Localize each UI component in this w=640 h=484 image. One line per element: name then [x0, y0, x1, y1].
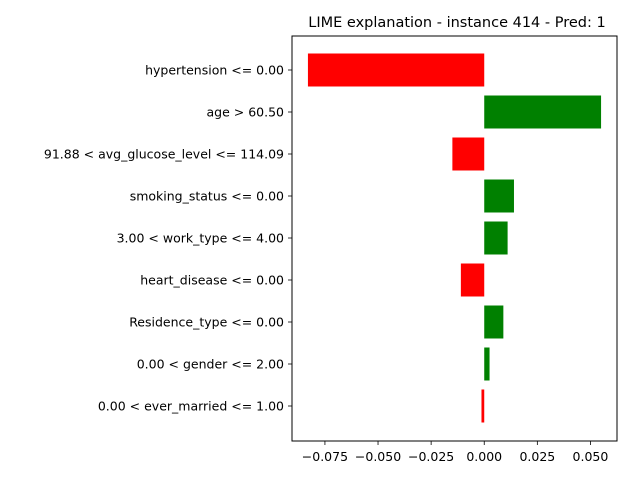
y-tick-label-7: 0.00 < gender <= 2.00: [137, 357, 284, 372]
x-tick-label-2: −0.025: [408, 449, 454, 464]
x-tick-label-3: 0.000: [466, 449, 502, 464]
bar-5: [460, 263, 485, 297]
x-tick-label-5: 0.050: [573, 449, 609, 464]
y-tick-label-3: smoking_status <= 0.00: [130, 189, 284, 204]
y-tick-label-8: 0.00 < ever_married <= 1.00: [98, 399, 284, 414]
bar-8: [481, 389, 485, 423]
plot-frame: [291, 35, 618, 442]
bars-group: [307, 53, 602, 423]
bar-7: [484, 347, 490, 381]
x-tick-label-0: −0.075: [302, 449, 348, 464]
bar-1: [484, 95, 602, 129]
bar-6: [484, 305, 504, 339]
y-tick-label-1: age > 60.50: [207, 105, 285, 120]
bar-4: [484, 221, 508, 255]
bar-2: [452, 137, 485, 171]
bar-3: [484, 179, 514, 213]
y-tick-label-2: 91.88 < avg_glucose_level <= 114.09: [44, 147, 284, 162]
x-tick-label-1: −0.050: [355, 449, 401, 464]
bar-0: [307, 53, 485, 87]
y-tick-label-6: Residence_type <= 0.00: [129, 315, 284, 330]
y-tick-label-0: hypertension <= 0.00: [145, 63, 284, 78]
y-tick-label-4: 3.00 < work_type <= 4.00: [117, 231, 284, 246]
y-tick-label-5: heart_disease <= 0.00: [140, 273, 284, 288]
y-tick-labels: hypertension <= 0.00 age > 60.50 91.88 < a…: [44, 63, 292, 414]
x-ticks: −0.075 −0.050 −0.025 0.000 0.025 0.050: [302, 441, 609, 464]
x-tick-label-4: 0.025: [519, 449, 555, 464]
chart-title: LIME explanation - instance 414 - Pred: …: [308, 15, 605, 31]
